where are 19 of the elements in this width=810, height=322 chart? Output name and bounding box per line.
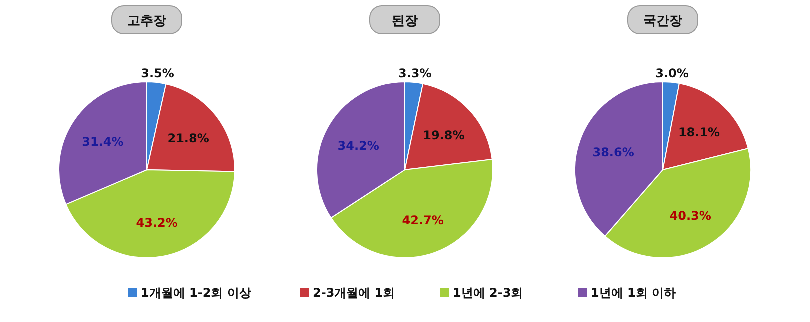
data-label: 3.3% [398, 66, 432, 81]
data-label: 18.1% [678, 126, 720, 140]
legend-label: 1년에 1회 이하 [591, 286, 676, 300]
chart-title: 된장 [392, 14, 418, 29]
data-label: 21.8% [168, 131, 210, 146]
data-label: 3.5% [141, 66, 174, 81]
legend-label: 1개월에 1-2회 이상 [141, 286, 252, 300]
data-label: 38.6% [592, 145, 634, 160]
legend-label: 2-3개월에 1회 [313, 286, 396, 300]
data-label: 19.8% [423, 128, 465, 142]
chart-title: 국간장 [644, 14, 682, 29]
data-label: 43.2% [136, 216, 178, 230]
data-label: 3.0% [656, 66, 689, 80]
legend-label: 1년에 2-3회 [453, 286, 524, 300]
data-label: 42.7% [402, 214, 444, 228]
data-label: 40.3% [670, 209, 712, 224]
data-label: 31.4% [82, 134, 124, 149]
data-label: 34.2% [338, 138, 380, 153]
chart-title: 고추장 [128, 14, 166, 29]
